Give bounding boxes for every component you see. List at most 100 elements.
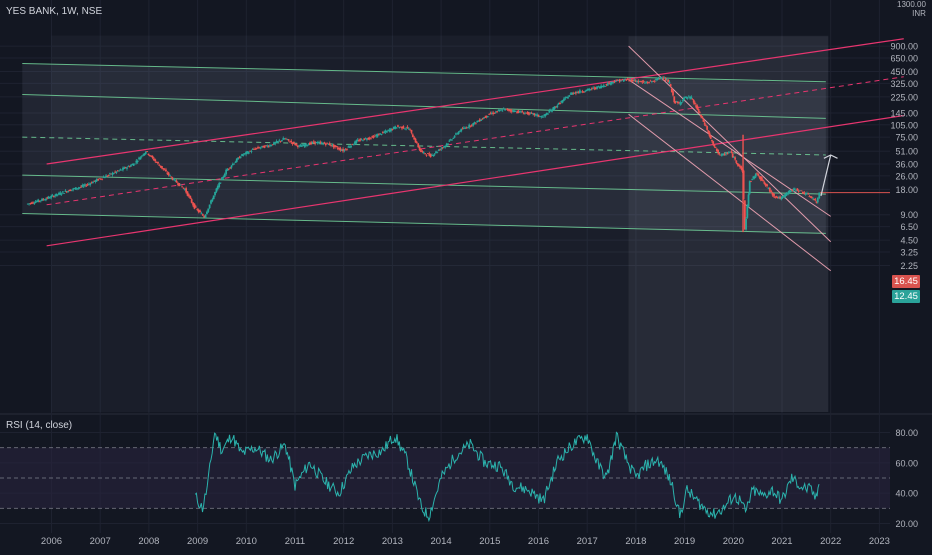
candle-body-538: [737, 164, 740, 167]
candle-body-491: [679, 102, 682, 105]
candle-body-33: [69, 189, 72, 191]
candle-body-304: [432, 155, 435, 156]
candle-body-74: [123, 167, 126, 169]
candle-body-395: [553, 106, 556, 110]
candle-body-391: [548, 110, 551, 113]
candle-body-544: [745, 218, 747, 230]
candle-body-172: [255, 147, 258, 149]
candle-body-403: [564, 97, 567, 99]
candle-body-118: [182, 187, 185, 189]
candle-body-141: [214, 192, 216, 196]
price-tick-2.25: 2.25: [900, 261, 918, 271]
candle-body-253: [363, 138, 366, 141]
candle-body-296: [421, 151, 424, 153]
symbol-title[interactable]: YES BANK, 1W, NSE: [6, 6, 103, 17]
last-price-badge: 16.45: [892, 275, 920, 288]
candle-body-19: [51, 195, 54, 197]
candle-body-325: [460, 128, 463, 132]
candle-body-262: [375, 135, 378, 137]
candle-body-228: [330, 145, 332, 147]
candle-body-175: [259, 147, 262, 149]
candle-body-145: [219, 182, 222, 184]
candle-body-78: [128, 166, 131, 168]
candle-body-569: [776, 196, 779, 198]
candle-body-148: [223, 174, 226, 178]
candle-body-277: [395, 127, 398, 129]
candle-body-586: [797, 190, 800, 192]
candle-body-455: [633, 79, 636, 81]
candle-body-18: [50, 195, 53, 198]
candle-body-300: [426, 153, 429, 155]
candle-body-344: [485, 115, 488, 117]
candle-body-464: [645, 82, 648, 84]
candle-body-309: [439, 149, 441, 151]
candle-body-490: [678, 102, 681, 104]
candle-body-264: [377, 134, 380, 136]
candle-body-287: [409, 129, 412, 131]
candle-body-540: [740, 166, 743, 169]
candle-body-27: [61, 191, 64, 193]
candle-body-38: [76, 188, 79, 190]
candle-body-1: [28, 203, 30, 205]
candle-body-576: [785, 193, 788, 196]
candle-body-412: [576, 91, 579, 93]
rsi-indicator-title[interactable]: RSI (14, close): [6, 420, 73, 431]
candle-body-462: [642, 81, 645, 83]
time-tick-2009: 2009: [187, 536, 208, 547]
candle-body-292: [415, 142, 418, 144]
candle-body-457: [636, 80, 638, 82]
candle-body-205: [299, 145, 302, 146]
candle-body-571: [779, 196, 782, 199]
candle-body-25: [59, 192, 62, 195]
candle-body-94: [150, 155, 153, 157]
time-tick-2022: 2022: [820, 536, 841, 547]
rsi-line: [194, 431, 820, 523]
target-arrow-head: [823, 154, 838, 159]
candle-body-75: [124, 167, 127, 169]
candle-body-279: [398, 127, 401, 128]
candle-body-322: [456, 133, 459, 135]
candle-body-374: [525, 112, 528, 114]
candle-body-40: [78, 187, 81, 189]
candle-body-43: [82, 185, 85, 187]
candle-body-315: [447, 143, 449, 145]
candle-body-80: [131, 164, 134, 165]
candle-body-404: [565, 96, 568, 98]
candle-body-220: [319, 142, 322, 143]
candle-body-214: [311, 141, 314, 144]
candle-body-548: [750, 181, 752, 183]
candle-body-82: [134, 163, 136, 165]
candle-body-335: [473, 122, 476, 124]
candle-body-400: [560, 101, 563, 103]
candle-body-459: [638, 80, 641, 82]
candle-body-394: [552, 107, 555, 110]
candle-body-121: [186, 191, 189, 196]
candle-body-524: [719, 154, 722, 156]
candle-body-496: [685, 96, 688, 98]
candle-body-266: [380, 134, 383, 135]
candle-body-416: [581, 91, 584, 93]
candle-body-413: [577, 92, 580, 94]
candle-body-333: [470, 124, 473, 126]
candle-body-124: [190, 199, 193, 203]
target-arrow-shaft: [820, 154, 832, 197]
green-channel-median: [22, 136, 826, 156]
candle-body-447: [622, 79, 625, 82]
candle-body-317: [449, 139, 452, 141]
candle-body-120: [185, 188, 188, 193]
price-tick-225.00: 225.00: [890, 92, 918, 102]
candle-body-463: [644, 82, 646, 84]
rsi-tick-40.00: 40.00: [895, 489, 918, 499]
candle-body-255: [366, 139, 368, 141]
candle-body-488: [675, 101, 678, 103]
candle-body-321: [455, 133, 457, 135]
candle-body-239: [344, 149, 347, 151]
candle-body-454: [632, 79, 634, 82]
candle-body-212: [308, 142, 311, 145]
candle-body-331: [468, 124, 471, 128]
candle-body-533: [731, 153, 734, 158]
candle-body-12: [42, 199, 45, 201]
candle-body-381: [534, 114, 537, 116]
